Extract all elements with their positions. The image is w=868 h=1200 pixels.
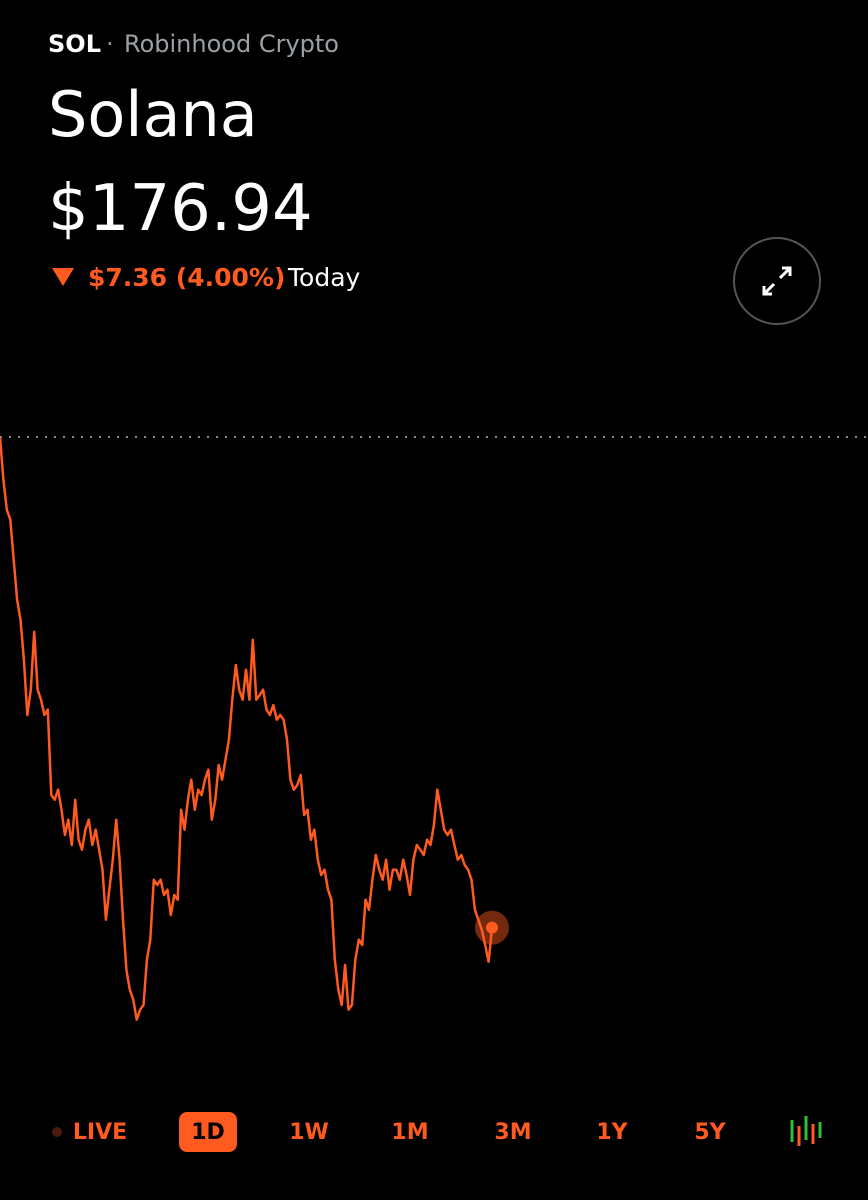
time-tab[interactable]: 1D — [179, 1112, 237, 1152]
time-tab[interactable]: 5Y — [694, 1120, 726, 1145]
time-tab[interactable]: 1M — [391, 1120, 428, 1145]
ticker: SOL — [48, 30, 101, 58]
down-arrow — [52, 268, 74, 286]
separator: · — [106, 30, 114, 58]
change-period: Today — [288, 263, 361, 292]
source: Robinhood Crypto — [124, 30, 339, 58]
price: $176.94 — [48, 172, 313, 246]
tab-label[interactable]: 1W — [289, 1120, 329, 1145]
time-tab[interactable]: 3M — [494, 1120, 531, 1145]
tab-label[interactable]: 1M — [391, 1120, 428, 1145]
price-change: $7.36 (4.00%) — [88, 263, 286, 292]
time-tab[interactable]: 1Y — [596, 1120, 628, 1145]
current-point — [486, 921, 498, 934]
live-dot — [52, 1127, 62, 1137]
price-line — [0, 436, 494, 1021]
tab-label[interactable]: 5Y — [694, 1120, 726, 1145]
asset-name: Solana — [48, 78, 258, 151]
time-tab[interactable]: 1W — [289, 1120, 329, 1145]
tab-label[interactable]: LIVE — [73, 1120, 127, 1145]
tab-label[interactable]: 1D — [191, 1120, 225, 1145]
time-tab[interactable]: LIVE — [52, 1120, 127, 1145]
expand-button[interactable] — [733, 237, 821, 325]
tab-label[interactable]: 3M — [494, 1120, 531, 1145]
tab-label[interactable]: 1Y — [596, 1120, 628, 1145]
candle-icon[interactable] — [790, 1116, 822, 1146]
tab-highlight — [179, 1112, 237, 1152]
